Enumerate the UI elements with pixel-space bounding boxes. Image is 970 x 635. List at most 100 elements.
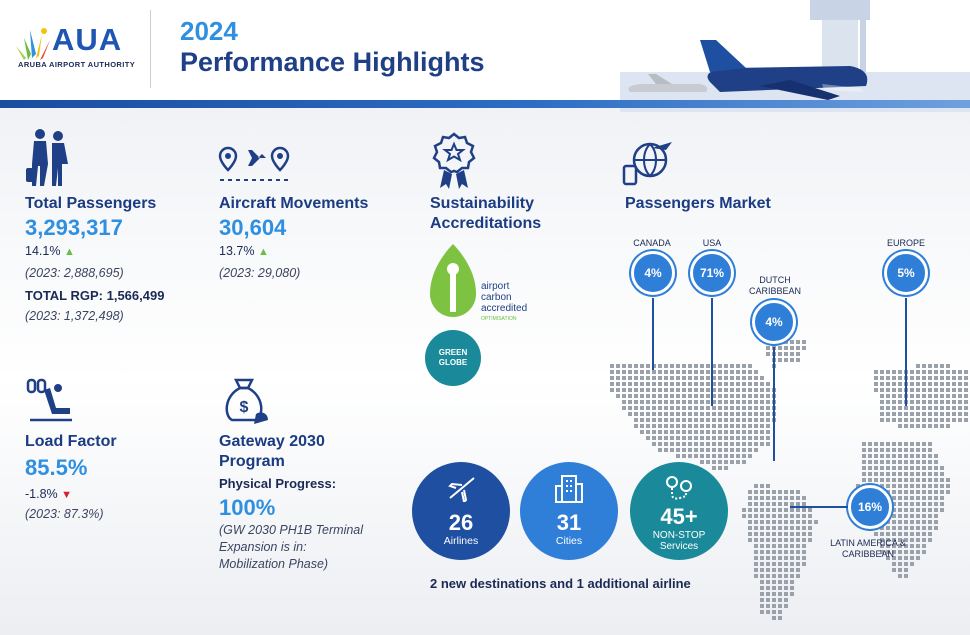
- map-dot: [652, 370, 656, 374]
- map-dot: [724, 460, 728, 464]
- pin-label-canada: CANADA: [633, 238, 671, 248]
- money-bag-icon: $: [225, 378, 268, 424]
- map-dot: [682, 394, 686, 398]
- map-dot: [664, 430, 668, 434]
- map-dot: [766, 418, 770, 422]
- map-dot: [916, 460, 920, 464]
- map-dot: [718, 382, 722, 386]
- map-dot: [670, 370, 674, 374]
- map-dot: [856, 484, 860, 488]
- map-dot: [724, 424, 728, 428]
- map-dot: [892, 562, 896, 566]
- map-dot: [658, 412, 662, 416]
- pin-europe: 5%: [884, 251, 928, 295]
- map-dot: [928, 538, 932, 542]
- map-dot: [904, 442, 908, 446]
- aca-line3: accredited: [481, 303, 528, 314]
- map-dot: [736, 412, 740, 416]
- map-dot: [928, 394, 932, 398]
- logo-subtitle: ARUBA AIRPORT AUTHORITY: [18, 60, 136, 69]
- map-dot: [682, 400, 686, 404]
- map-dot: [766, 508, 770, 512]
- map-dot: [922, 526, 926, 530]
- aircraft-movements-value: 30,604: [219, 215, 287, 240]
- map-dot: [868, 466, 872, 470]
- map-dot: [736, 400, 740, 404]
- map-dot: [670, 400, 674, 404]
- map-dot: [676, 436, 680, 440]
- map-dot: [910, 460, 914, 464]
- map-dot: [880, 472, 884, 476]
- map-dot: [886, 550, 890, 554]
- map-dot: [664, 424, 668, 428]
- map-dot: [718, 394, 722, 398]
- map-dot: [694, 442, 698, 446]
- airport-carbon-accredited-logo: [430, 244, 476, 317]
- map-dot: [922, 544, 926, 548]
- map-dot: [922, 460, 926, 464]
- map-dot: [670, 364, 674, 368]
- map-dot: [892, 388, 896, 392]
- map-dot: [712, 466, 716, 470]
- map-dot: [934, 400, 938, 404]
- map-dot: [658, 418, 662, 422]
- map-dot: [886, 382, 890, 386]
- map-dot: [916, 484, 920, 488]
- map-dot: [886, 526, 890, 530]
- map-dot: [910, 544, 914, 548]
- map-dot: [724, 376, 728, 380]
- pin-line-europe: [905, 298, 907, 406]
- map-dot: [610, 376, 614, 380]
- map-dot: [790, 526, 794, 530]
- map-dot: [874, 448, 878, 452]
- map-dot: [712, 376, 716, 380]
- map-dot: [916, 520, 920, 524]
- map-dot: [724, 364, 728, 368]
- map-dot: [892, 538, 896, 542]
- map-dot: [796, 562, 800, 566]
- map-dot: [958, 376, 962, 380]
- map-dot: [760, 406, 764, 410]
- map-dot: [616, 370, 620, 374]
- map-dot: [730, 394, 734, 398]
- map-dot: [904, 574, 908, 578]
- map-dot: [658, 370, 662, 374]
- green-globe-text: GREEN GLOBE: [438, 348, 468, 367]
- map-dot: [658, 376, 662, 380]
- map-dot: [760, 574, 764, 578]
- map-dot: [742, 508, 746, 512]
- map-dot: [928, 388, 932, 392]
- map-dot: [652, 412, 656, 416]
- map-dot: [784, 358, 788, 362]
- map-dot: [910, 376, 914, 380]
- map-dot: [730, 424, 734, 428]
- map-dot: [766, 538, 770, 542]
- map-dot: [724, 436, 728, 440]
- map-dot: [700, 436, 704, 440]
- map-dot: [646, 400, 650, 404]
- map-dot: [628, 400, 632, 404]
- map-dot: [706, 370, 710, 374]
- map-dot: [934, 460, 938, 464]
- gateway-label-line2: Program: [219, 453, 285, 470]
- pin-canada: 4%: [631, 251, 675, 295]
- map-dot: [622, 370, 626, 374]
- map-dot: [652, 418, 656, 422]
- map-dot: [652, 388, 656, 392]
- map-dot: [742, 514, 746, 518]
- map-dot: [616, 382, 620, 386]
- map-dot: [904, 448, 908, 452]
- map-dot: [694, 406, 698, 410]
- map-dot: [706, 418, 710, 422]
- map-dot: [724, 388, 728, 392]
- map-dot: [886, 490, 890, 494]
- map-dot: [784, 526, 788, 530]
- map-dot: [754, 502, 758, 506]
- world-map: [610, 340, 968, 620]
- map-dot: [694, 448, 698, 452]
- map-dot: [766, 382, 770, 386]
- map-dot: [892, 544, 896, 548]
- map-dot: [772, 508, 776, 512]
- map-dot: [898, 442, 902, 446]
- map-dot: [880, 400, 884, 404]
